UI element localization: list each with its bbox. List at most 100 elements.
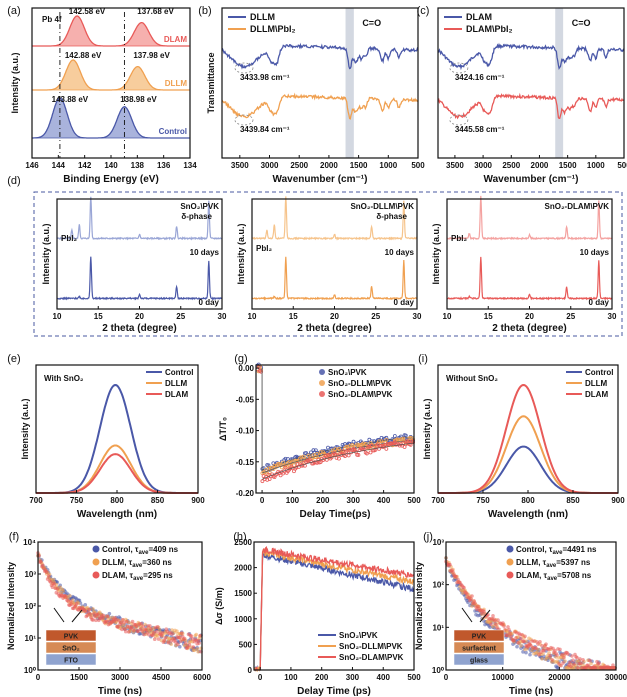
pl-inset-label: With SnO₂: [44, 374, 84, 383]
ta-point: [337, 456, 341, 461]
trpl-point: [514, 636, 518, 640]
xlabel-c: Wavenumber (cm⁻¹): [484, 174, 579, 185]
trpl-point: [134, 624, 139, 629]
ta-point: [383, 442, 388, 447]
ta-point: [278, 473, 283, 478]
legend-swatch: [92, 571, 100, 579]
trpl-point: [569, 664, 573, 669]
ylabel-d: Intensity (a.u.): [236, 223, 246, 284]
j-ytick-label: 10²: [432, 581, 444, 590]
d0-xtick-label: 30: [218, 312, 227, 321]
trpl-point: [195, 647, 199, 651]
emit-arrow: [71, 609, 83, 623]
ta-point: [266, 466, 271, 471]
trpl-point: [491, 614, 495, 618]
trpl-point: [524, 650, 528, 655]
trpl-point: [176, 642, 180, 647]
ylabel-d: Intensity (a.u.): [431, 223, 441, 284]
trpl-point: [149, 627, 153, 631]
ta-point: [377, 439, 381, 444]
trpl-point: [182, 636, 187, 641]
legend-entry: DLLM, τave=360 ns: [102, 558, 172, 569]
panel-label-e: (e): [7, 353, 20, 365]
legend-entry: DLLM\PbI₂: [250, 24, 296, 34]
pb4f-label: Pb 4f: [42, 15, 62, 24]
ta-point: [403, 433, 408, 438]
trpl-point: [505, 633, 509, 638]
legend-entry: DLAM, τave=295 ns: [102, 571, 173, 582]
pbi2-label: PbI₂: [61, 234, 77, 243]
j-xtick-label: 30000: [605, 673, 627, 682]
trpl-point: [131, 628, 136, 632]
a-xtick-label: 140: [104, 161, 118, 170]
h-ytick-label: 1000: [234, 615, 252, 624]
trpl-point: [105, 614, 110, 619]
device-layer: [453, 641, 505, 654]
legend-swatch: [92, 558, 100, 566]
trpl-point: [46, 574, 51, 578]
legend-value: =5397 ns: [556, 558, 591, 567]
trpl-point: [544, 642, 548, 646]
excite-arrow: [461, 607, 473, 623]
ta-point: [362, 447, 367, 452]
legend-name: DLAM, τ: [516, 571, 548, 580]
panel-label-a: (a): [7, 5, 20, 17]
emit-arrow: [479, 609, 491, 623]
ta-point: [365, 451, 369, 456]
ta-point: [380, 440, 385, 445]
ta-fit: [261, 442, 415, 480]
trpl-point: [496, 618, 500, 622]
delta-phase-label: δ-phase: [376, 212, 407, 221]
ftir-annotation: 3439.84 cm⁻¹: [240, 125, 290, 134]
trpl-point: [152, 637, 157, 642]
ylabel-i: Intensity (a.u.): [422, 398, 432, 459]
trpl-point: [559, 663, 563, 668]
trpl-point: [139, 621, 144, 626]
trpl-point: [121, 617, 125, 622]
trpl-point: [542, 648, 546, 653]
xrd-pattern: [251, 196, 418, 241]
h-xtick-label: 0: [258, 673, 263, 682]
device-layer-label: PVK: [472, 634, 486, 641]
h-ytick-label: 2000: [234, 564, 252, 573]
trpl-point: [519, 644, 523, 648]
device-layer: [45, 629, 97, 642]
trpl-point: [575, 655, 579, 660]
ta-point: [259, 369, 264, 374]
trpl-point: [39, 559, 43, 564]
device-layer: [453, 629, 505, 642]
trpl-point: [454, 574, 458, 579]
xlabel-d: 2 theta (degree): [297, 323, 371, 334]
g-xtick-label: 0: [260, 496, 265, 505]
trpl-point: [534, 646, 538, 650]
frame-j: [445, 541, 617, 671]
xrd-dashed-frame: [33, 191, 623, 337]
g-xtick-label: 400: [377, 496, 391, 505]
a-xtick-label: 144: [52, 161, 66, 170]
legend-entry: DLLM, τave=5397 ns: [516, 558, 591, 569]
legend-entry: DLAM: [466, 12, 492, 22]
trpl-point: [107, 611, 112, 616]
ta-point: [304, 451, 309, 455]
trpl-point: [126, 630, 131, 634]
ta-point: [315, 460, 319, 465]
ftir-annotation: 3424.16 cm⁻¹: [455, 73, 505, 82]
ta-point: [346, 453, 351, 458]
ylabel-a: Intensity (a.u.): [10, 52, 20, 113]
ta-point: [384, 446, 389, 451]
pl-curve-dllm: [438, 415, 618, 494]
i-xtick-label: 850: [566, 496, 580, 505]
trpl-point: [547, 651, 551, 655]
b-xtick-label: 3000: [261, 161, 279, 170]
trpl-point: [507, 627, 511, 632]
d0-xtick-label: 15: [94, 312, 103, 321]
xlabel-d: 2 theta (degree): [102, 323, 176, 334]
trpl-point: [91, 618, 95, 622]
ta-point: [401, 436, 406, 441]
trpl-point: [571, 658, 575, 663]
trpl-point: [502, 624, 506, 628]
trpl-point: [465, 592, 469, 596]
legend-swatch: [506, 571, 514, 579]
xps-peak-label: 142.58 eV: [69, 7, 106, 16]
g-xtick-label: 200: [316, 496, 330, 505]
